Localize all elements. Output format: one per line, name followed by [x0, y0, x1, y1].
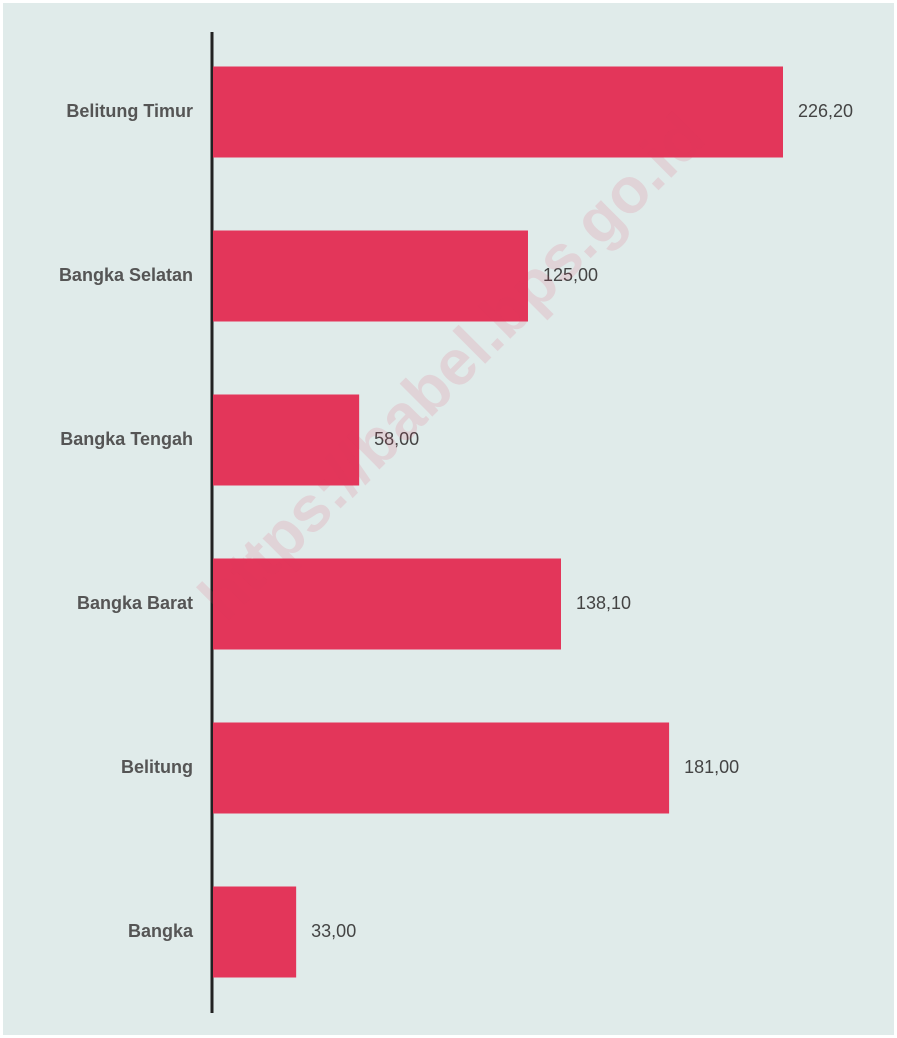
- bar: [213, 886, 297, 978]
- category-label: Bangka Barat: [77, 593, 193, 613]
- value-label: 58,00: [374, 429, 419, 449]
- value-label: 125,00: [543, 265, 598, 285]
- category-label: Bangka Selatan: [59, 265, 193, 285]
- value-label: 181,00: [684, 757, 739, 777]
- bar: [213, 558, 561, 650]
- value-label: 226,20: [798, 101, 853, 121]
- category-label: Belitung Timur: [66, 101, 193, 121]
- category-label: Bangka: [128, 921, 194, 941]
- bar: [213, 230, 528, 322]
- bar: [213, 394, 360, 486]
- bar: [213, 66, 783, 158]
- bar: [213, 722, 670, 814]
- category-label: Bangka Tengah: [60, 429, 193, 449]
- value-label: 33,00: [311, 921, 356, 941]
- value-label: 138,10: [576, 593, 631, 613]
- category-label: Belitung: [121, 757, 193, 777]
- plot-background: [3, 3, 894, 1035]
